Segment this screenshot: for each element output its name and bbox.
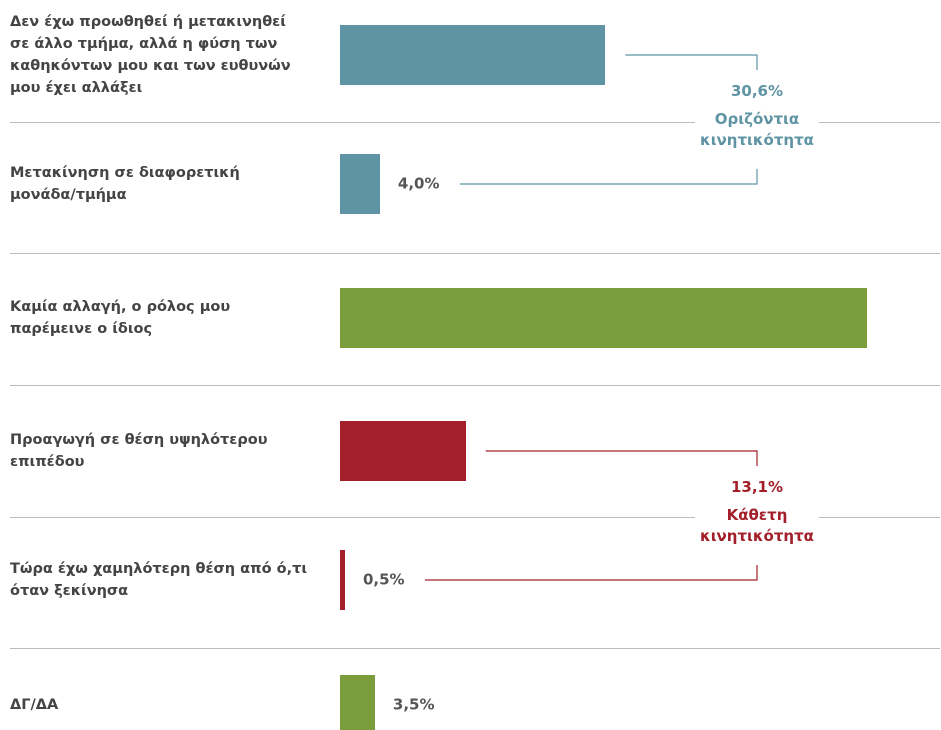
separator xyxy=(10,122,940,123)
label-bg xyxy=(695,501,819,562)
annotation-label: κινητικότητα xyxy=(700,131,814,149)
bracket xyxy=(459,169,758,185)
annotation-label: κινητικότητα xyxy=(700,527,814,545)
value-label: 4,0% xyxy=(398,175,440,193)
label-bg xyxy=(695,105,819,166)
category-label: Τώρα έχω χαμηλότερη θέση από ό,τι όταν ξ… xyxy=(10,561,307,599)
annotation-value: 30,6% xyxy=(731,82,783,100)
bar xyxy=(340,421,466,481)
annotation-value: 13,1% xyxy=(731,478,783,496)
category-label: Μετακίνηση σε διαφορετική μονάδα/τμήμα xyxy=(10,165,240,203)
category-label: ΔΓ/ΔΑ xyxy=(10,697,59,713)
bar xyxy=(340,288,867,348)
category-label: Δεν έχω προωθηθεί ή μετακινηθεί σε άλλο … xyxy=(10,14,291,96)
separator xyxy=(10,517,940,518)
bracket xyxy=(424,565,758,581)
value-label: 0,5% xyxy=(363,571,405,589)
category-label: Καμία αλλαγή, ο ρόλος μου παρέμεινε ο ίδ… xyxy=(10,299,231,337)
category-label: Προαγωγή σε θέση υψηλότερου επιπέδου xyxy=(10,432,268,470)
annotation-label: Κάθετη xyxy=(727,506,788,524)
bar xyxy=(340,25,606,85)
separator xyxy=(10,648,940,649)
annotation-label: Οριζόντια xyxy=(715,110,799,128)
bar xyxy=(340,550,345,610)
separator xyxy=(10,385,940,386)
separator xyxy=(10,253,940,254)
bracket xyxy=(485,450,758,466)
bracket xyxy=(625,54,758,70)
bar xyxy=(340,154,380,214)
value-label: 3,5% xyxy=(393,696,435,714)
bar xyxy=(340,675,375,730)
